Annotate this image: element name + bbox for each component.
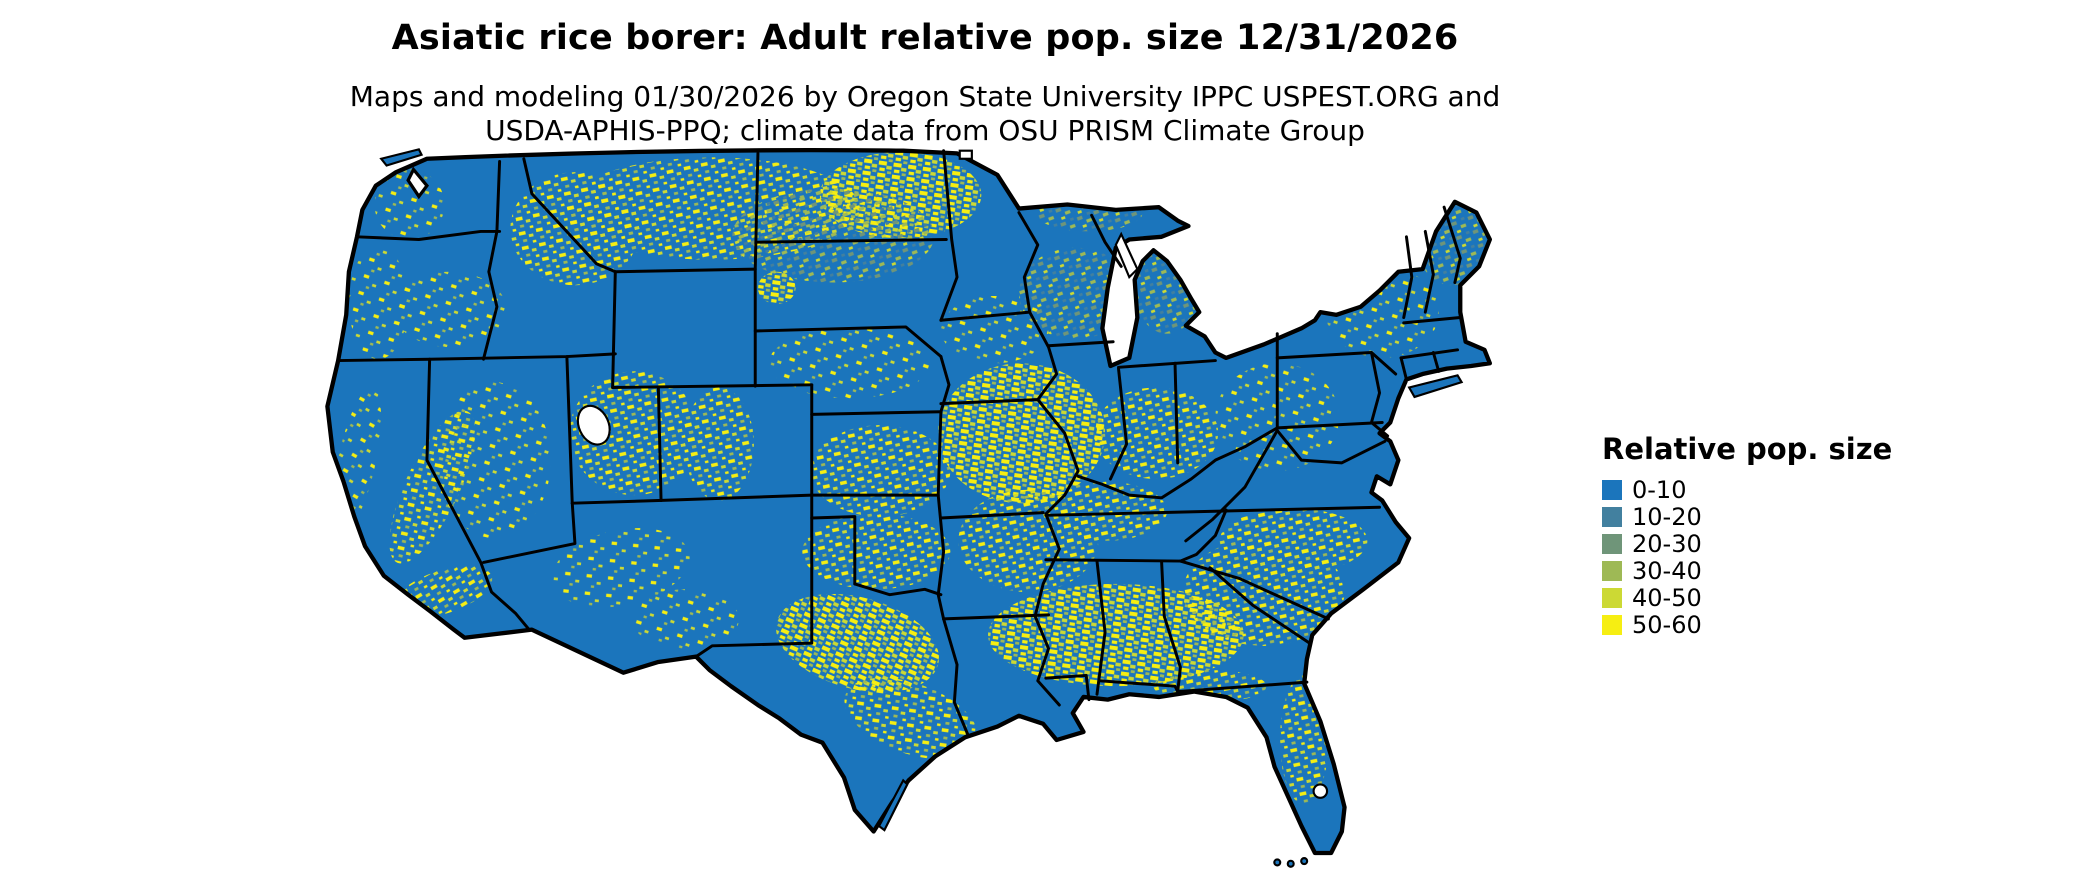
legend-item: 10-20 (1602, 502, 1922, 531)
legend-label: 30-40 (1632, 556, 1702, 585)
florida-keys (1273, 858, 1282, 867)
green-bay (1114, 231, 1139, 280)
legend-item: 40-50 (1602, 583, 1922, 612)
legend-swatch (1602, 614, 1622, 635)
legend-item: 20-30 (1602, 529, 1922, 558)
us-map-svg (268, 148, 1560, 868)
legend-label: 50-60 (1632, 610, 1702, 639)
legend-swatch (1602, 587, 1622, 608)
map-legend: Relative pop. size 0-10 10-20 20-30 30-40 40… (1602, 432, 1922, 639)
legend-label: 10-20 (1632, 502, 1702, 531)
long-island (1407, 374, 1464, 399)
legend-item: 50-60 (1602, 610, 1922, 639)
figure-title: Asiatic rice borer: Adult relative pop. … (391, 18, 1459, 58)
legend-items: 0-10 10-20 20-30 30-40 40-50 50-60 (1602, 475, 1922, 639)
northwest-islands (379, 148, 424, 167)
islands (379, 148, 1464, 868)
florida-keys (1300, 857, 1309, 866)
lake-okeechobee (1312, 783, 1329, 799)
puget-sound (406, 166, 430, 200)
legend-swatch (1602, 506, 1622, 527)
great-salt-lake (576, 404, 611, 446)
legend-title: Relative pop. size (1602, 432, 1893, 466)
figure-subtitle-line1: Maps and modeling 01/30/2026 by Oregon S… (349, 80, 1501, 113)
legend-label: 0-10 (1632, 475, 1687, 504)
legend-swatch (1602, 560, 1622, 581)
legend-label: 40-50 (1632, 583, 1702, 612)
texas-barrier-islands (877, 778, 909, 832)
figure-header: Asiatic rice borer: Adult relative pop. … (0, 18, 1850, 148)
florida-keys (1286, 859, 1295, 868)
lakes (406, 149, 1329, 799)
legend-item: 30-40 (1602, 556, 1922, 585)
us-map-canvas (268, 148, 1560, 888)
state-borders (336, 149, 1462, 737)
legend-item: 0-10 (1602, 475, 1922, 504)
lake-of-the-woods (958, 149, 973, 160)
legend-swatch (1602, 479, 1622, 500)
figure-subtitle-line2: USDA-APHIS-PPQ; climate data from OSU PR… (485, 114, 1365, 148)
legend-label: 20-30 (1632, 529, 1702, 558)
legend-swatch (1602, 533, 1622, 554)
